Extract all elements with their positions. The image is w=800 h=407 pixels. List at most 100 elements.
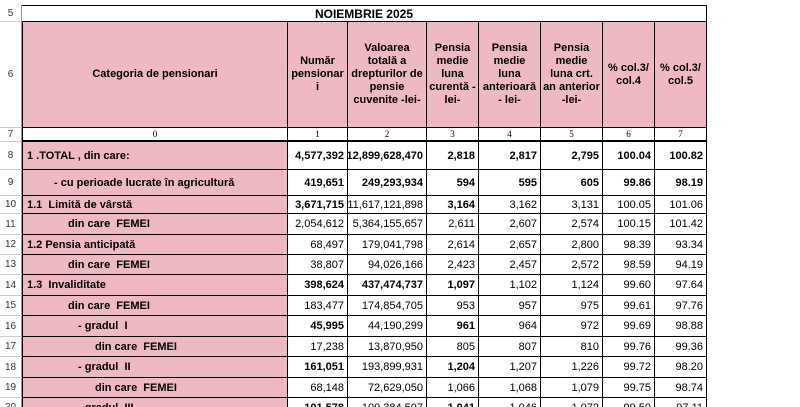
row-number: 14	[0, 275, 22, 296]
data-cell: 98.39	[603, 235, 655, 255]
data-cell: 953	[427, 296, 479, 316]
data-cell: 179,041,798	[348, 235, 427, 255]
row-number: 11	[0, 214, 22, 235]
column-number: 6	[603, 128, 655, 142]
row-number: 6	[0, 22, 22, 128]
data-cell: 100.15	[603, 214, 655, 235]
row-number: 19	[0, 378, 22, 398]
data-cell: 1,204	[427, 357, 479, 378]
data-cell: 3,164	[427, 196, 479, 214]
data-cell: 11,617,121,898	[348, 196, 427, 214]
data-cell: 1,068	[479, 378, 541, 398]
row-number: 18	[0, 357, 22, 378]
data-cell: 193,899,931	[348, 357, 427, 378]
data-cell: 3,131	[541, 196, 603, 214]
data-cell: 595	[479, 170, 541, 196]
data-cell: 605	[541, 170, 603, 196]
column-header: Pensia medie luna curentă -lei-	[427, 22, 479, 128]
data-cell: 807	[479, 337, 541, 357]
data-cell: 1,207	[479, 357, 541, 378]
row-number: 16	[0, 316, 22, 337]
column-header: % col.3/ col.4	[603, 22, 655, 128]
data-cell: 38,807	[288, 255, 348, 275]
data-cell: 594	[427, 170, 479, 196]
data-cell: 1,066	[427, 378, 479, 398]
data-cell: 419,651	[288, 170, 348, 196]
row-number: 20	[0, 398, 22, 407]
column-number: 5	[541, 128, 603, 142]
row-label: din care FEMEI	[22, 296, 288, 316]
data-cell: 101,578	[288, 398, 348, 407]
data-cell: 2,423	[427, 255, 479, 275]
row-number: 13	[0, 255, 22, 275]
data-cell: 2,607	[479, 214, 541, 235]
column-header: % col.3/ col.5	[655, 22, 707, 128]
data-cell: 17,238	[288, 337, 348, 357]
data-cell: 4,577,392	[288, 142, 348, 170]
row-label: 1 .TOTAL , din care:	[22, 142, 288, 170]
data-cell: 94,026,166	[348, 255, 427, 275]
data-cell: 99.76	[603, 337, 655, 357]
data-cell: 2,457	[479, 255, 541, 275]
row-number: 15	[0, 296, 22, 316]
data-cell: 98.74	[655, 378, 707, 398]
data-cell: 45,995	[288, 316, 348, 337]
data-cell: 99.36	[655, 337, 707, 357]
data-cell: 44,190,299	[348, 316, 427, 337]
data-cell: 93.34	[655, 235, 707, 255]
data-cell: 249,293,934	[348, 170, 427, 196]
row-label: - gradul I	[22, 316, 288, 337]
data-cell: 2,657	[479, 235, 541, 255]
data-cell: 810	[541, 337, 603, 357]
data-cell: 2,817	[479, 142, 541, 170]
data-cell: 437,474,737	[348, 275, 427, 296]
data-cell: 99.86	[603, 170, 655, 196]
data-cell: 161,051	[288, 357, 348, 378]
data-cell: 12,899,628,470	[348, 142, 427, 170]
data-cell: 101.42	[655, 214, 707, 235]
data-cell: 2,611	[427, 214, 479, 235]
data-cell: 13,870,950	[348, 337, 427, 357]
data-cell: 398,624	[288, 275, 348, 296]
row-number: 7	[0, 128, 22, 142]
data-cell: 5,364,155,657	[348, 214, 427, 235]
data-cell: 183,477	[288, 296, 348, 316]
column-number: 0	[22, 128, 288, 142]
data-cell: 68,497	[288, 235, 348, 255]
column-header: Categoria de pensionari	[22, 22, 288, 128]
data-cell: 1,226	[541, 357, 603, 378]
data-cell: 2,818	[427, 142, 479, 170]
data-cell: 3,162	[479, 196, 541, 214]
row-label: din care FEMEI	[22, 337, 288, 357]
data-cell: 100.82	[655, 142, 707, 170]
data-cell: 1,072	[541, 398, 603, 407]
row-label: 1.1 Limită de vârstă	[22, 196, 288, 214]
data-cell: 1,079	[541, 378, 603, 398]
data-cell: 2,574	[541, 214, 603, 235]
sheet-title: NOIEMBRIE 2025	[22, 5, 707, 22]
data-cell: 98.88	[655, 316, 707, 337]
row-number: 12	[0, 235, 22, 255]
data-cell: 100.04	[603, 142, 655, 170]
data-cell: 174,854,705	[348, 296, 427, 316]
row-label: din care FEMEI	[22, 378, 288, 398]
row-label: - cu perioade lucrate în agricultură	[22, 170, 288, 196]
data-cell: 2,572	[541, 255, 603, 275]
column-header: Număr pensionari	[288, 22, 348, 128]
data-cell: 1,097	[427, 275, 479, 296]
data-cell: 2,614	[427, 235, 479, 255]
column-header: Pensia medie luna crt. an anterior -lei-	[541, 22, 603, 128]
row-number: 9	[0, 170, 22, 196]
data-cell: 975	[541, 296, 603, 316]
data-cell: 68,148	[288, 378, 348, 398]
data-cell: 99.72	[603, 357, 655, 378]
row-label: 1.3 Invaliditate	[22, 275, 288, 296]
column-header: Pensia medie luna anterioară - lei-	[479, 22, 541, 128]
data-cell: 99.60	[603, 275, 655, 296]
data-cell: 101.06	[655, 196, 707, 214]
row-label: - gradul III	[22, 398, 288, 407]
row-label: - gradul II	[22, 357, 288, 378]
column-header: Valoarea totală a drepturilor de pensie …	[348, 22, 427, 128]
data-cell: 109,384,507	[348, 398, 427, 407]
